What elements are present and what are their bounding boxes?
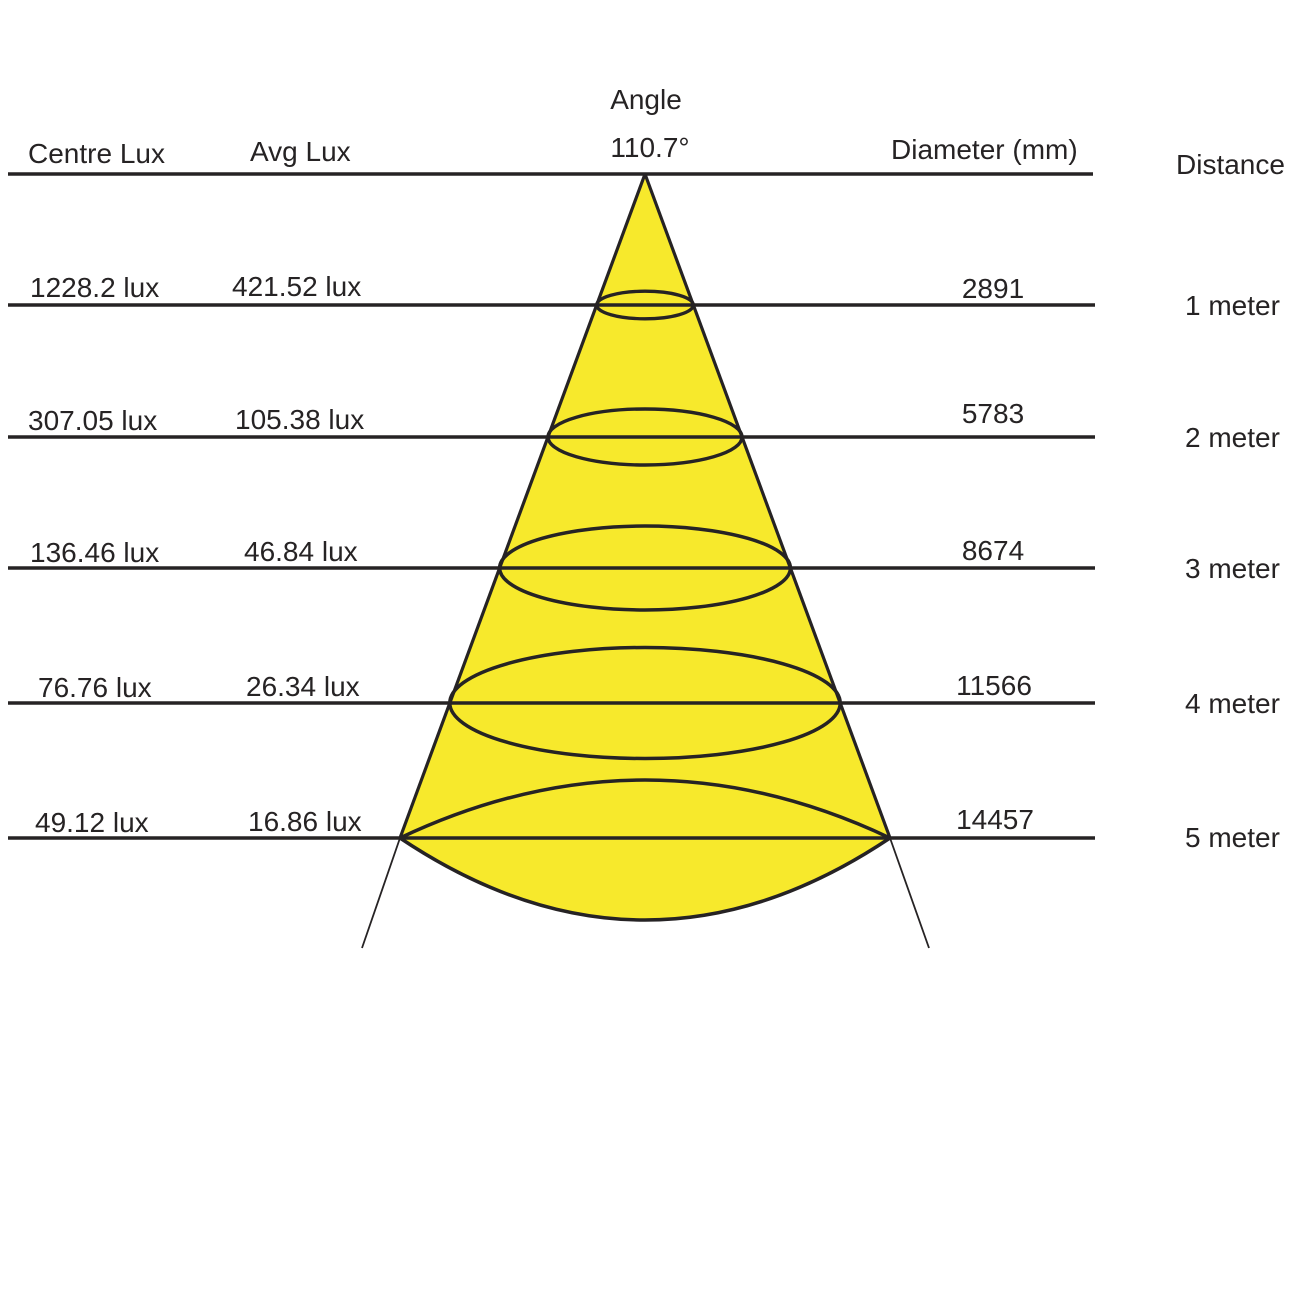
distance-label-1m: 1 meter (1185, 290, 1280, 321)
diameter-value-1m: 2891 (961, 273, 1025, 304)
distance-label-2m: 2 meter (1185, 422, 1280, 453)
diameter-value-4m: 11566 (956, 670, 1032, 701)
beam-edge-left-extension (361, 837, 401, 949)
centre-lux-value-1m: 1228.2 lux (30, 272, 160, 303)
distance-label-4m: 4 meter (1185, 688, 1280, 719)
avg-lux-value-2m: 105.38 lux (235, 404, 365, 435)
distance-label-3m: 3 meter (1185, 553, 1280, 584)
avg-lux-value-1m: 421.52 lux (232, 271, 362, 302)
avg-lux-value-5m: 16.86 lux (248, 806, 362, 837)
diameter-value-5m: 14457 (956, 804, 1034, 835)
cross-section-ellipse-4m (448, 645, 842, 761)
beam-cone-fill (400, 174, 890, 838)
distance-label-5m: 5 meter (1185, 822, 1280, 853)
centre-lux-header: Centre Lux (28, 138, 165, 169)
cross-section-ellipse-2m (546, 407, 744, 467)
angle-value: 110.7° (610, 132, 690, 163)
centre-lux-value-2m: 307.05 lux (28, 405, 158, 436)
centre-lux-value-3m: 136.46 lux (30, 537, 160, 568)
angle-header: Angle (610, 84, 682, 115)
beam-edge-right-extension (889, 837, 930, 949)
avg-lux-value-4m: 26.34 lux (246, 671, 360, 702)
centre-lux-value-5m: 49.12 lux (35, 807, 149, 838)
diameter-value-2m: 5783 (961, 398, 1025, 429)
cross-section-ellipse-3m (497, 524, 793, 612)
diameter-header: Diameter (mm) (891, 134, 1078, 165)
beam-edge-right (643, 173, 892, 839)
beam-edge-left (398, 173, 647, 839)
cross-section-ellipse-1m (595, 289, 695, 321)
avg-lux-value-3m: 46.84 lux (244, 536, 358, 567)
diameter-value-3m: 8674 (961, 535, 1025, 566)
centre-lux-value-4m: 76.76 lux (38, 672, 152, 703)
avg-lux-header: Avg Lux (250, 136, 351, 167)
distance-header: Distance (1176, 149, 1285, 180)
